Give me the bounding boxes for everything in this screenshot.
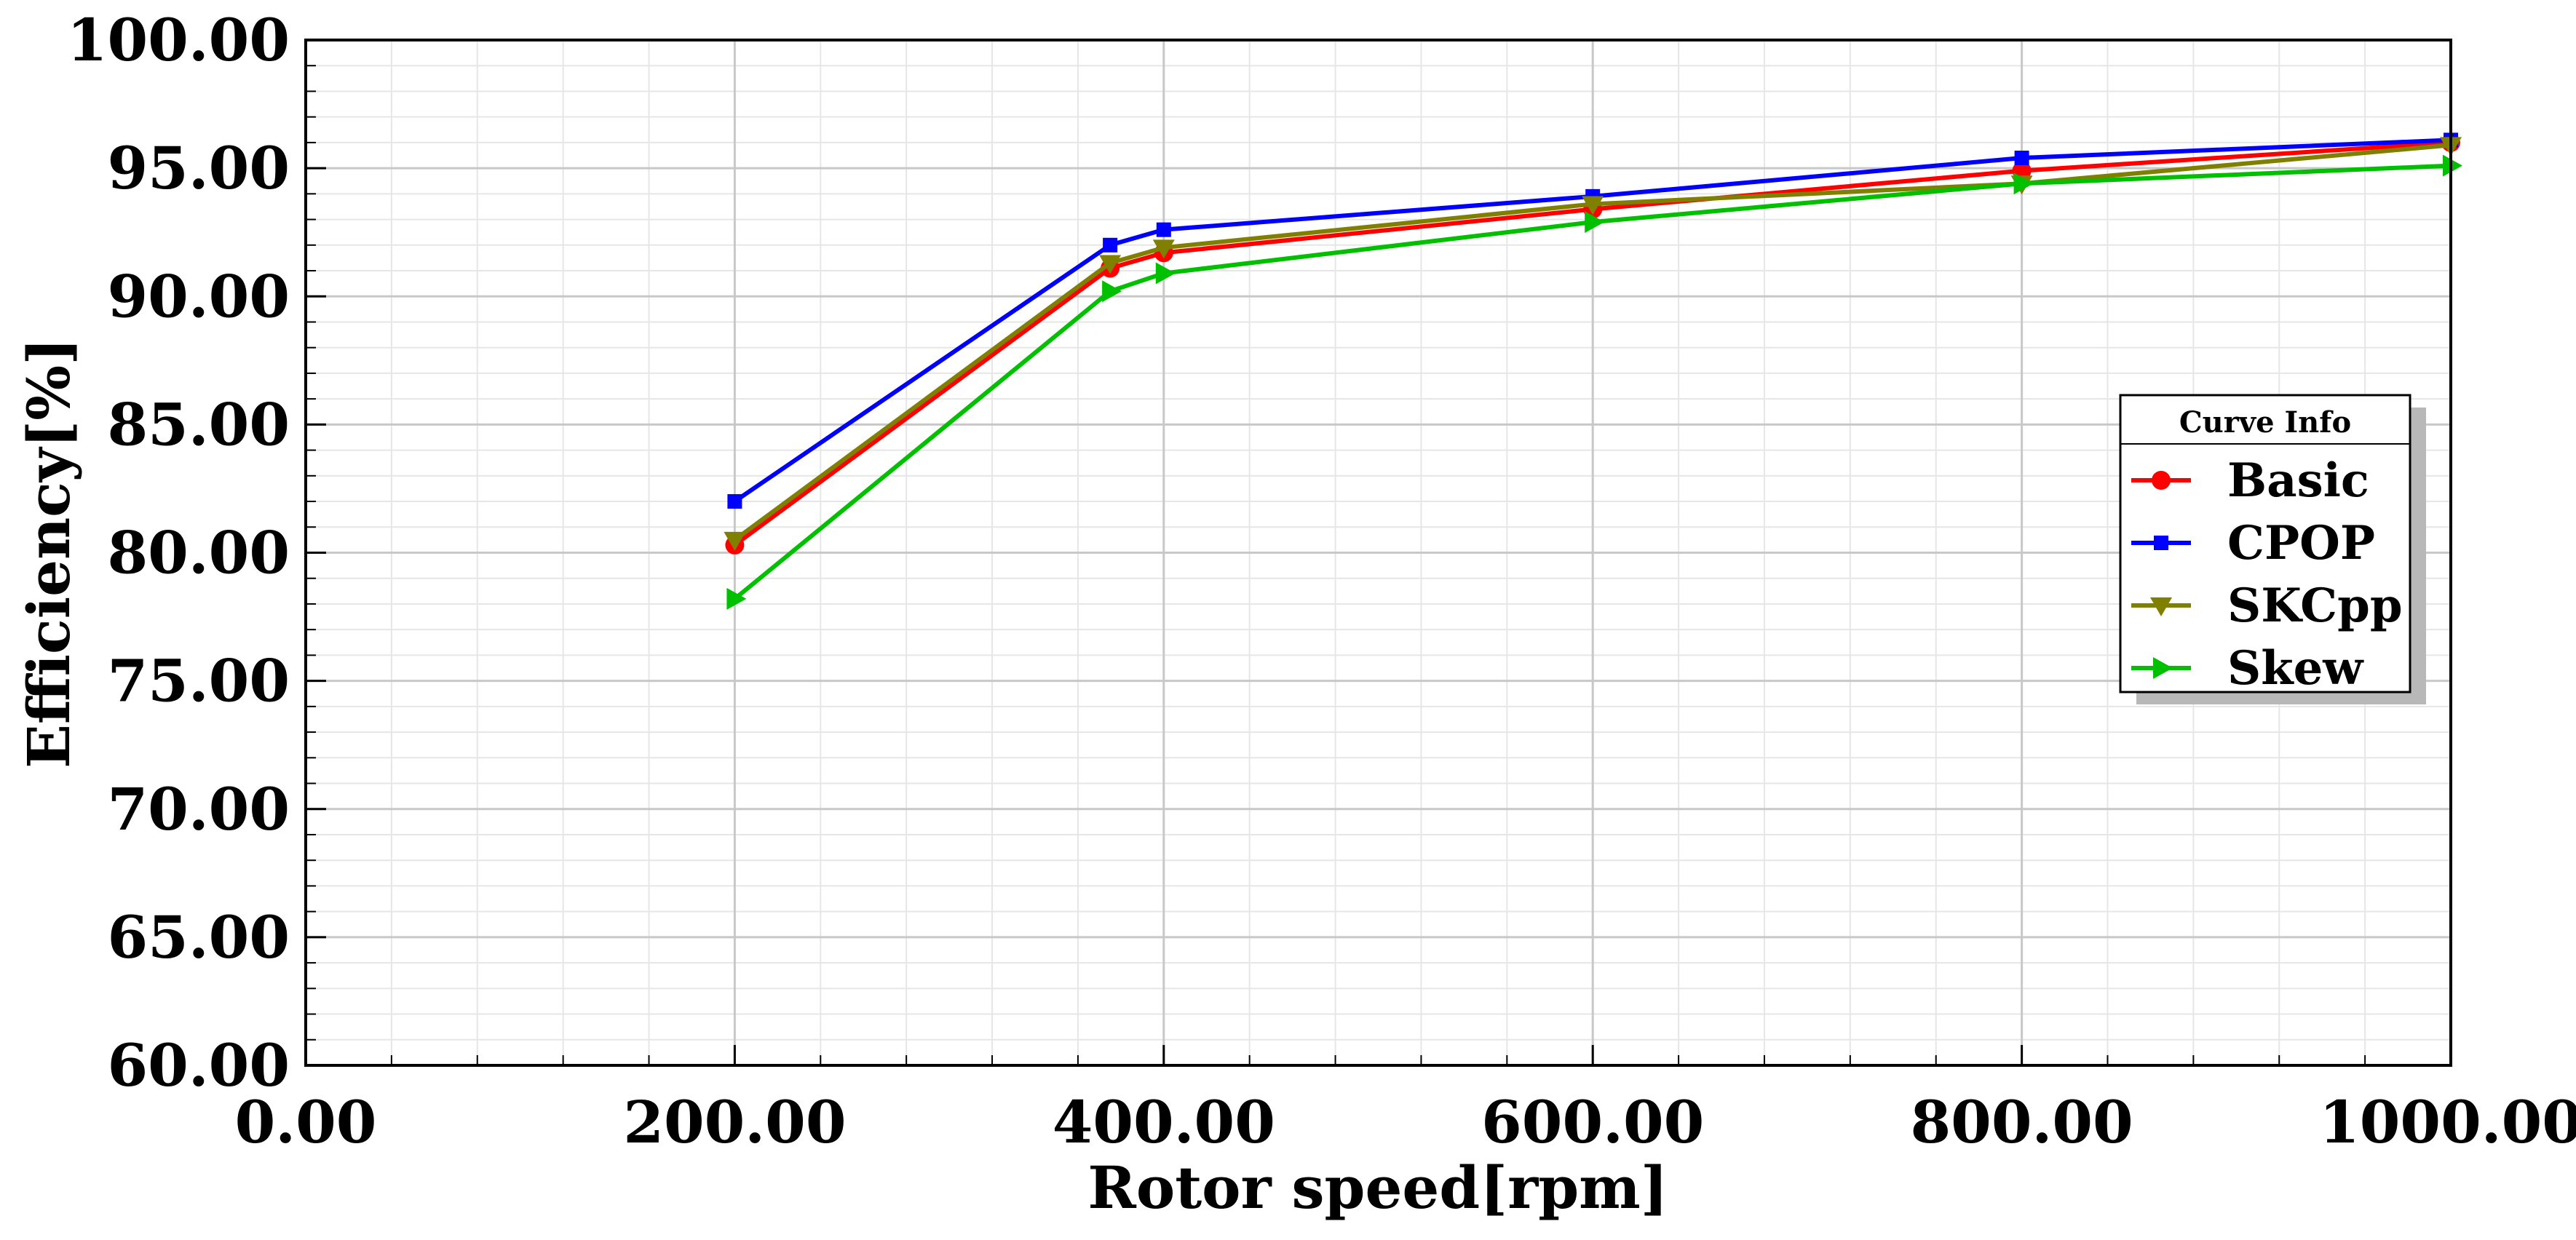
y-tick-label: 70.00 [107,775,290,843]
series-skew [726,154,2462,610]
x-axis-title: Rotor speed[rpm] [1087,1153,1668,1222]
series-skcpp [724,137,2462,551]
x-tick-label: 200.00 [623,1088,846,1156]
y-axis-title: Efficiency[%] [15,338,83,768]
y-tick-label: 80.00 [107,519,290,587]
y-tick-labels: 60.00 65.00 70.00 75.00 80.00 85.00 90.00 95.00… [67,6,290,1100]
x-tick-label: 1000.00 [2319,1088,2576,1156]
legend-label-basic: Basic [2227,453,2369,508]
y-tick-label: 65.00 [107,903,290,971]
legend-label-skew: Skew [2227,641,2364,696]
legend-swatch-marker [2153,657,2173,679]
legend-entries: Basic CPOP SKCpp Skew [2131,453,2403,696]
x-tick-label: 600.00 [1481,1088,1704,1156]
series-line-skcpp [733,143,2452,542]
data-point-skcpp [1582,196,1604,215]
legend-entry-skew: Skew [2131,641,2364,696]
series-line-skew [733,163,2452,601]
x-tick-label: 0.00 [235,1088,377,1156]
data-point-skew [1585,211,1605,234]
y-tick-label: 100.00 [67,6,290,74]
data-point-skew [1102,280,1122,303]
axis-ticks [304,39,2452,1067]
legend-swatch-marker [2154,536,2168,550]
data-point-skew [2443,154,2462,177]
data-point-skew [726,587,747,610]
y-tick-label: 95.00 [107,134,290,202]
data-point-skcpp [1152,239,1175,259]
y-tick-label: 90.00 [107,262,290,330]
data-point-skew [1155,262,1176,285]
data-point-cpop [727,494,742,509]
data-point-skcpp [1099,255,1122,274]
data-point-cpop [1103,237,1118,253]
y-tick-label: 60.00 [107,1031,290,1100]
data-point-cpop [1156,222,1171,237]
series-line-basic [733,140,2452,547]
x-tick-label: 800.00 [1911,1088,2133,1156]
data-point-cpop [2014,151,2029,166]
series-layer [724,132,2462,610]
legend-swatch-marker [2152,471,2171,490]
legend-swatch-marker [2150,597,2172,616]
legend-label-cpop: CPOP [2227,516,2375,571]
x-tick-labels: 0.00 200.00 400.00 600.00 800.00 1000.00 [235,1088,2576,1156]
data-point-skew [2013,172,2034,195]
legend: Curve Info Basic CPOP SKCpp Skew [2119,394,2426,704]
y-tick-label: 75.00 [107,647,290,715]
legend-entry-basic: Basic [2131,453,2369,508]
legend-label-skcpp: SKCpp [2227,579,2403,633]
series-line-cpop [733,138,2452,504]
y-tick-label: 85.00 [107,390,290,458]
legend-entry-cpop: CPOP [2131,516,2375,571]
legend-entry-skcpp: SKCpp [2131,579,2403,633]
data-point-skcpp [724,531,746,551]
x-tick-label: 400.00 [1053,1088,1275,1156]
legend-title: Curve Info [2179,405,2351,440]
